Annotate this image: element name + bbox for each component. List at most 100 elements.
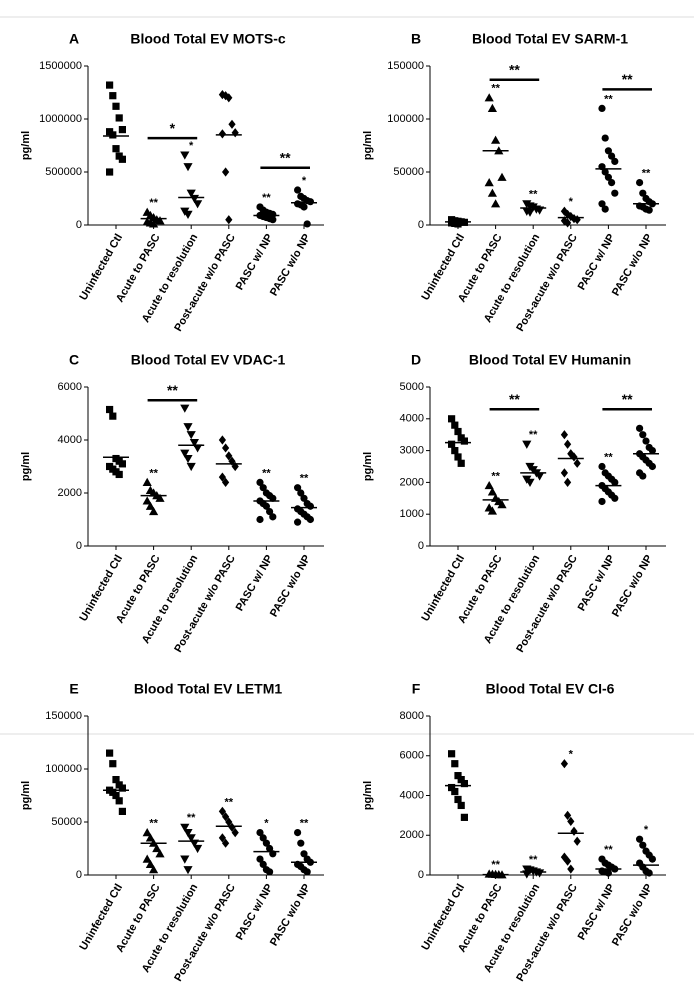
data-point — [183, 210, 193, 219]
bracket-label: ** — [622, 391, 633, 407]
data-point — [608, 178, 616, 187]
data-point — [487, 103, 497, 112]
data-point — [564, 856, 572, 866]
significance: * — [644, 824, 649, 836]
data-point — [306, 502, 314, 510]
significance: ** — [604, 844, 613, 856]
data-point — [152, 843, 162, 853]
data-point — [601, 134, 609, 142]
data-point — [451, 421, 459, 429]
y-tick-label: 2000 — [58, 487, 82, 499]
data-point — [611, 189, 619, 197]
panel-label: E — [69, 681, 78, 697]
significance: * — [302, 175, 307, 187]
data-point — [648, 462, 656, 471]
data-point — [648, 446, 656, 455]
data-point — [567, 816, 575, 826]
data-point — [642, 437, 650, 445]
data-point — [598, 497, 606, 506]
data-point — [180, 823, 190, 832]
data-point — [106, 168, 114, 176]
data-point — [225, 451, 233, 461]
data-point — [454, 427, 462, 436]
data-point — [611, 478, 619, 486]
data-point — [183, 829, 193, 838]
data-point — [222, 477, 230, 487]
data-point — [497, 500, 507, 509]
data-point — [259, 860, 267, 868]
data-point — [155, 216, 165, 225]
data-point — [487, 487, 497, 496]
y-tick-label: 100000 — [387, 113, 424, 125]
data-point — [598, 104, 606, 112]
data-point — [567, 864, 575, 874]
data-point — [487, 188, 497, 197]
y-tick-label: 150000 — [45, 710, 82, 722]
data-point — [636, 424, 644, 432]
significance: ** — [225, 796, 234, 808]
data-point — [225, 93, 233, 103]
data-point — [560, 430, 568, 440]
data-point — [186, 462, 196, 472]
data-point — [570, 452, 578, 462]
data-point — [142, 477, 152, 486]
data-point — [225, 817, 233, 827]
data-point — [560, 852, 568, 862]
data-point — [525, 208, 535, 217]
data-point — [183, 163, 193, 172]
significance: * — [264, 818, 269, 830]
data-point — [222, 167, 230, 177]
data-point — [306, 515, 314, 524]
y-tick-label: 50000 — [393, 166, 424, 178]
data-point — [460, 437, 468, 445]
data-point — [183, 454, 193, 464]
data-point — [448, 750, 456, 758]
data-point — [636, 835, 644, 843]
data-point — [636, 178, 644, 187]
data-point — [460, 813, 468, 821]
y-tick-label: 0 — [76, 869, 82, 881]
data-point — [259, 834, 267, 842]
significance: ** — [491, 83, 500, 95]
significance: ** — [491, 470, 500, 482]
data-point — [262, 839, 270, 847]
data-point — [186, 189, 196, 198]
data-point — [218, 806, 226, 816]
data-point — [222, 443, 230, 453]
data-point — [306, 198, 314, 206]
y-tick-label: 8000 — [400, 710, 424, 722]
data-point — [149, 506, 159, 516]
data-point — [573, 458, 581, 468]
data-point — [497, 172, 507, 181]
significance: ** — [642, 168, 651, 180]
data-point — [601, 205, 609, 213]
data-point — [457, 801, 465, 810]
data-point — [218, 833, 226, 843]
significance: ** — [300, 818, 309, 830]
data-point — [256, 478, 264, 486]
y-tick-label: 1500000 — [39, 60, 82, 72]
data-point — [598, 200, 606, 208]
data-point — [300, 850, 308, 858]
data-point — [491, 135, 501, 144]
data-point — [142, 496, 152, 505]
data-point — [604, 173, 612, 181]
data-point — [106, 749, 114, 757]
data-point — [115, 797, 123, 805]
data-point — [256, 828, 264, 837]
data-point — [109, 412, 117, 420]
significance: * — [569, 196, 574, 208]
panel-title: Blood Total EV VDAC-1 — [131, 352, 286, 368]
data-point — [266, 844, 274, 853]
data-point — [300, 494, 308, 502]
data-point — [639, 189, 647, 197]
data-point — [180, 151, 190, 160]
data-point — [225, 215, 233, 225]
data-point — [564, 209, 572, 219]
data-point — [193, 200, 203, 209]
data-point — [180, 449, 190, 458]
data-point — [451, 760, 459, 768]
data-point — [193, 844, 203, 854]
data-point — [256, 855, 264, 863]
